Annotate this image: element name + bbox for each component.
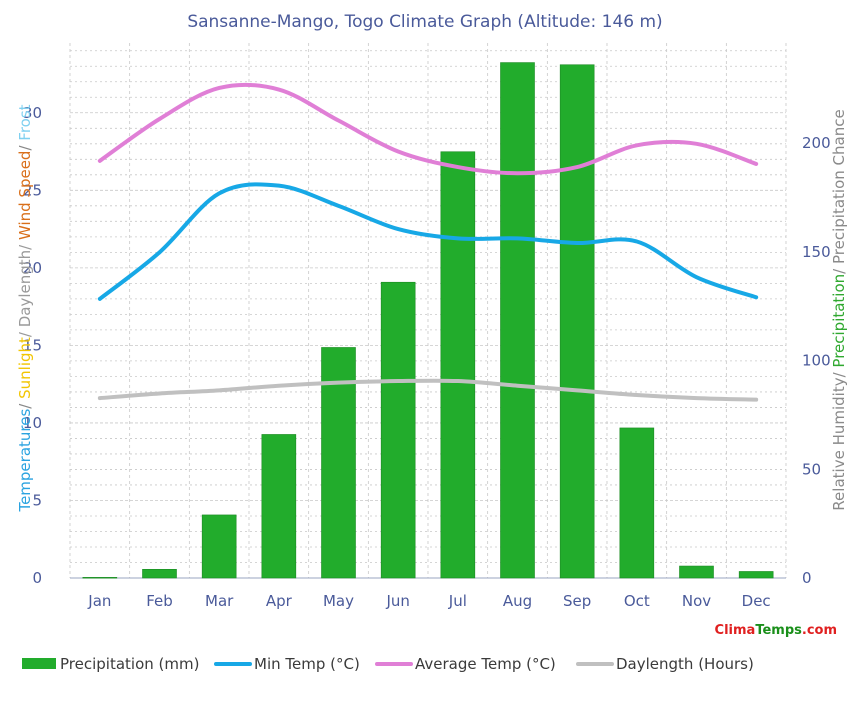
right-tick-label: 0 bbox=[802, 569, 812, 587]
logo-part: .com bbox=[802, 623, 837, 638]
chart-title: Sansanne-Mango, Togo Climate Graph (Alti… bbox=[187, 12, 662, 32]
axis-title-part: / bbox=[16, 399, 34, 409]
left-tick-label: 10 bbox=[23, 414, 42, 432]
axis-title-part: Wind Speed bbox=[16, 151, 34, 241]
axis-title-part: / Daylength/ bbox=[16, 240, 34, 337]
precipitation-bar-sep bbox=[559, 64, 595, 579]
legend-label: Min Temp (°C) bbox=[254, 655, 360, 673]
month-label-apr: Apr bbox=[266, 592, 293, 610]
series-lines bbox=[97, 82, 759, 402]
right-axis-title: Relative Humidity/ Precipitation/ Precip… bbox=[830, 109, 848, 510]
month-label-mar: Mar bbox=[205, 592, 234, 610]
right-tick-label: 50 bbox=[802, 460, 821, 478]
left-tick-label: 0 bbox=[32, 569, 42, 587]
axis-title-part: Temperatures bbox=[16, 409, 34, 513]
left-axis-ticks: 0 5 10 15 20 25 30 bbox=[23, 104, 42, 587]
right-tick-label: 100 bbox=[802, 352, 831, 370]
left-tick-label: 15 bbox=[23, 336, 42, 354]
left-axis-title: Temperatures/ Sunlight/ Daylength/ Wind … bbox=[16, 104, 34, 512]
min-temp-c-line bbox=[97, 182, 759, 301]
right-tick-label: 150 bbox=[802, 243, 831, 261]
precipitation-bar-dec bbox=[738, 571, 774, 579]
legend-label: Average Temp (°C) bbox=[415, 655, 556, 673]
legend-label: Precipitation (mm) bbox=[60, 655, 199, 673]
month-label-oct: Oct bbox=[624, 592, 650, 610]
left-tick-label: 30 bbox=[23, 104, 42, 122]
precipitation-bar-jul bbox=[440, 151, 476, 579]
precipitation-bar-nov bbox=[679, 565, 714, 579]
month-label-dec: Dec bbox=[742, 592, 771, 610]
month-label-aug: Aug bbox=[503, 592, 532, 610]
month-label-jul: Jul bbox=[448, 592, 467, 610]
right-axis-ticks: 0 50 100 150 200 bbox=[802, 134, 831, 587]
precipitation-bar-apr bbox=[261, 434, 297, 579]
legend-label: Daylength (Hours) bbox=[616, 655, 754, 673]
month-label-sep: Sep bbox=[563, 592, 591, 610]
axis-title-part: Sunlight bbox=[16, 337, 34, 399]
month-label-nov: Nov bbox=[682, 592, 711, 610]
precipitation-bars bbox=[82, 62, 774, 579]
logo-part: Clima bbox=[715, 623, 756, 638]
month-label-jun: Jun bbox=[385, 592, 409, 610]
precipitation-bar-mar bbox=[201, 514, 237, 579]
left-tick-label: 20 bbox=[23, 259, 42, 277]
axis-title-part: Frost bbox=[16, 104, 34, 140]
axis-title-part: Relative Humidity/ bbox=[830, 368, 848, 511]
left-tick-label: 5 bbox=[32, 491, 42, 509]
axis-title-part: / bbox=[16, 141, 34, 151]
left-tick-label: 25 bbox=[23, 181, 42, 199]
precipitation-bar-feb bbox=[142, 569, 177, 579]
month-labels: Jan Feb Mar Apr May Jun Jul Aug Sep Oct Nov Dec bbox=[87, 592, 770, 610]
precipitation-bar-aug bbox=[500, 62, 535, 579]
axis-title-part: / Precipitation Chance bbox=[830, 109, 848, 274]
average-temp-c-line bbox=[97, 82, 759, 176]
precipitation-bar-may bbox=[321, 347, 356, 579]
grid-lines bbox=[69, 43, 787, 579]
climatemps-logo: ClimaTemps.com bbox=[715, 623, 837, 638]
daylength-hours-line bbox=[97, 378, 759, 402]
month-label-may: May bbox=[323, 592, 354, 610]
precipitation-bar-oct bbox=[619, 427, 655, 579]
right-tick-label: 200 bbox=[802, 134, 831, 152]
month-label-jan: Jan bbox=[87, 592, 111, 610]
legend-swatch-precipitation bbox=[22, 658, 56, 669]
precipitation-bar-jan bbox=[82, 577, 118, 579]
logo-part: Temps bbox=[755, 623, 802, 638]
month-label-feb: Feb bbox=[146, 592, 173, 610]
precipitation-bar-jun bbox=[380, 281, 416, 579]
legend: Precipitation (mm) Min Temp (°C) Average T… bbox=[22, 655, 754, 673]
axis-title-part: Precipitation bbox=[830, 274, 848, 368]
